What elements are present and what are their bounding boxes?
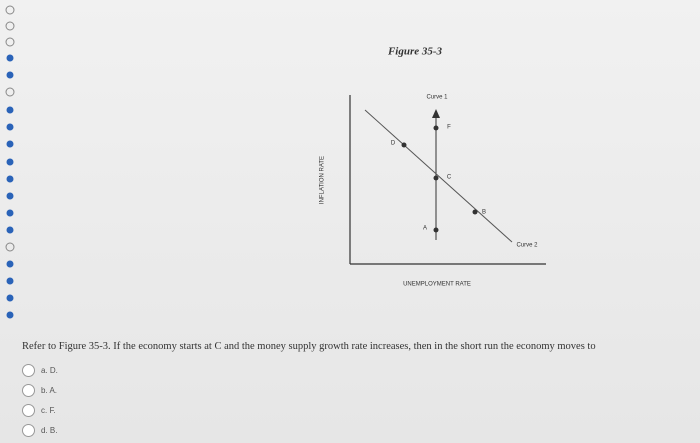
point: [472, 209, 478, 215]
point-label: B: [482, 210, 486, 216]
point-label: A: [423, 226, 427, 232]
point: [433, 227, 439, 233]
point-label: D: [391, 141, 396, 147]
x-axis-label: UNEMPLOYMENT RATE: [403, 282, 471, 288]
y-axis-label: INFLATION RATE: [320, 156, 326, 204]
arrow: [432, 109, 440, 118]
curve-2: [364, 109, 513, 243]
option-label: d. B.: [41, 426, 58, 435]
curve-label: Curve 1: [426, 95, 448, 101]
point-label: F: [447, 125, 451, 131]
figure-title: Figure 35-3: [387, 46, 443, 58]
point: [433, 125, 439, 131]
option[interactable]: a. D.: [22, 364, 58, 377]
point: [401, 142, 407, 148]
option-label: a. D.: [41, 366, 58, 375]
sidebar-dots: [5, 5, 15, 319]
option[interactable]: b. A.: [22, 384, 57, 397]
point: [433, 175, 439, 181]
option-label: c. F.: [41, 406, 56, 415]
question-text: Refer to Figure 35-3. If the economy sta…: [22, 341, 596, 352]
point-label: C: [447, 175, 452, 181]
curve-label: Curve 2: [516, 243, 538, 249]
option[interactable]: d. B.: [22, 424, 57, 437]
option[interactable]: c. F.: [22, 404, 56, 417]
option-label: b. A.: [41, 386, 58, 395]
